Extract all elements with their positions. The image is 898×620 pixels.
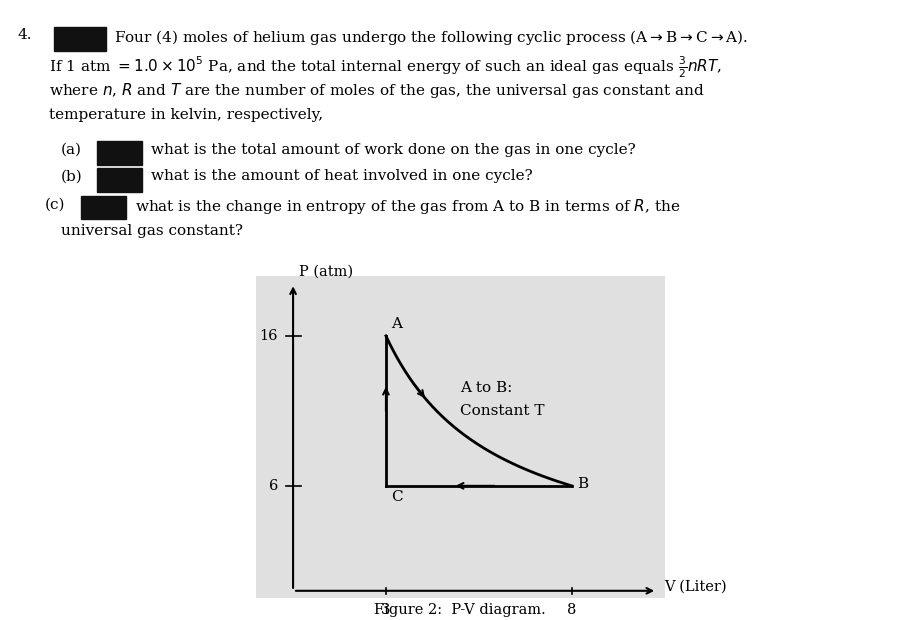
Text: Four (4) moles of helium gas undergo the following cyclic process (A$\rightarrow: Four (4) moles of helium gas undergo the…: [114, 28, 748, 47]
Text: 8: 8: [567, 603, 577, 617]
Text: where $n$, $R$ and $T$ are the number of moles of the gas, the universal gas con: where $n$, $R$ and $T$ are the number of…: [49, 81, 705, 100]
Text: Constant T: Constant T: [460, 404, 545, 418]
Text: (b): (b): [61, 169, 83, 184]
Text: C: C: [392, 490, 403, 504]
Text: P (atm): P (atm): [299, 265, 354, 279]
Text: (c): (c): [45, 197, 66, 211]
Text: 3: 3: [382, 603, 391, 617]
Text: A to B:: A to B:: [460, 381, 513, 396]
Text: universal gas constant?: universal gas constant?: [61, 224, 243, 238]
Text: temperature in kelvin, respectively,: temperature in kelvin, respectively,: [49, 108, 323, 122]
Text: B: B: [577, 477, 588, 491]
Text: what is the change in entropy of the gas from A to B in terms of $R$, the: what is the change in entropy of the gas…: [135, 197, 680, 216]
Text: what is the amount of heat involved in one cycle?: what is the amount of heat involved in o…: [151, 169, 533, 184]
Text: If 1 atm $= 1.0 \times 10^5$ Pa, and the total internal energy of such an ideal : If 1 atm $= 1.0 \times 10^5$ Pa, and the…: [49, 55, 722, 80]
Text: 16: 16: [260, 329, 278, 343]
Text: what is the total amount of work done on the gas in one cycle?: what is the total amount of work done on…: [151, 143, 636, 157]
Text: Figure 2:  P-V diagram.: Figure 2: P-V diagram.: [374, 603, 546, 618]
Text: 4.: 4.: [18, 28, 32, 42]
Text: V (Liter): V (Liter): [665, 579, 727, 593]
Text: (a): (a): [61, 143, 82, 157]
Text: 6: 6: [269, 479, 278, 493]
Text: A: A: [392, 317, 402, 331]
